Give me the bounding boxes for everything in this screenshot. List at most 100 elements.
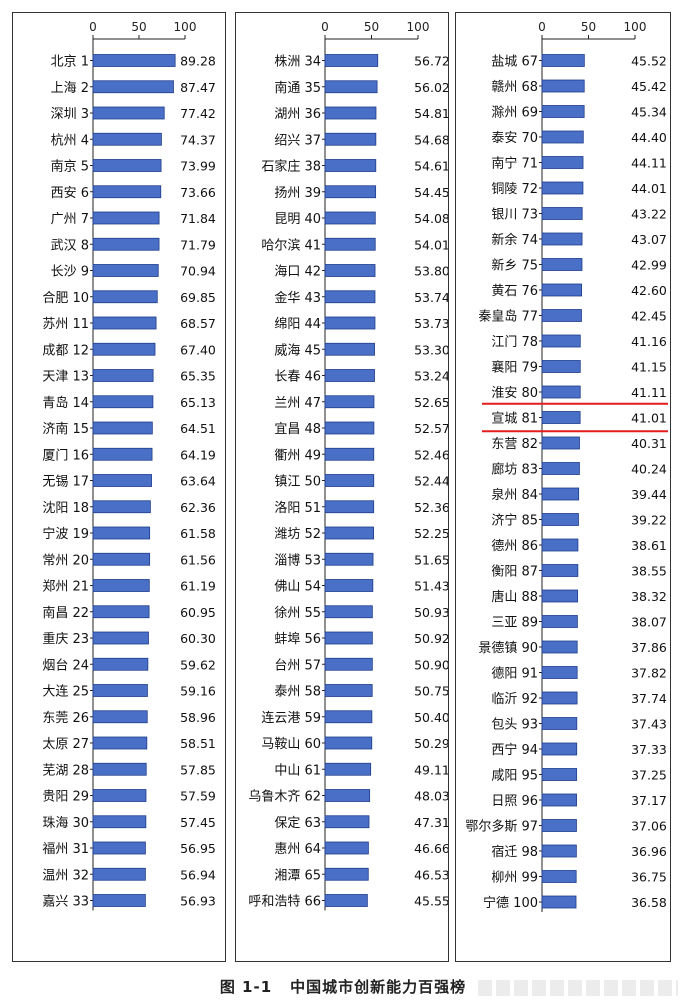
bar: [324, 605, 373, 619]
value-label: 56.94: [180, 867, 216, 882]
bar: [324, 369, 375, 382]
bar: [92, 132, 162, 146]
value-label: 51.43: [414, 579, 448, 594]
value-label: 53.74: [414, 290, 448, 305]
bar: [92, 736, 148, 750]
category-label: 重庆 23: [42, 631, 89, 647]
category-label: 石家庄 38: [261, 159, 321, 175]
category-label: 沈阳 18: [42, 501, 89, 516]
value-label: 59.62: [180, 657, 216, 672]
bar: [541, 615, 578, 628]
x-tick-label: 50: [364, 20, 379, 34]
category-label: 嘉兴 33: [42, 895, 89, 910]
bar: [541, 513, 579, 526]
value-label: 45.42: [631, 79, 667, 94]
bar: [541, 487, 580, 501]
bar: [92, 447, 153, 461]
category-label: 大连 25: [42, 684, 89, 700]
category-label: 成都 12: [42, 343, 89, 358]
bar: [541, 411, 581, 424]
value-label: 50.92: [414, 631, 448, 646]
category-label: 南宁 71: [491, 156, 538, 172]
category-label: 烟台 24: [42, 658, 89, 673]
bar: [324, 526, 374, 540]
x-tick-label: 0: [89, 20, 97, 34]
value-label: 46.53: [414, 867, 448, 882]
value-label: 53.80: [414, 264, 448, 279]
category-label: 襄阳 79: [491, 360, 538, 376]
category-label: 济宁 85: [491, 513, 538, 529]
category-label: 杭州 4: [51, 133, 89, 148]
chart-panel-1: 0 50 100 北京 1 89.28 上海 2 87.47 深圳 3 77.42 杭州 4 74.…: [42, 20, 216, 911]
category-label: 唐山 88: [491, 589, 538, 605]
bar: [92, 474, 152, 487]
value-label: 73.99: [180, 159, 216, 174]
value-label: 54.45: [414, 185, 448, 200]
category-label: 宣城 81: [491, 411, 538, 427]
watermark: [478, 980, 678, 996]
bar: [92, 237, 160, 251]
bar: [541, 105, 585, 118]
category-label: 广州 7: [51, 212, 89, 227]
value-label: 59.16: [180, 684, 216, 699]
value-label: 71.79: [180, 237, 216, 252]
value-label: 63.64: [180, 474, 216, 489]
value-label: 50.75: [414, 684, 448, 699]
value-label: 37.43: [631, 717, 667, 732]
category-label: 济南 15: [42, 421, 89, 437]
category-label: 宿迁 98: [491, 844, 538, 860]
category-label: 廊坊 83: [491, 462, 538, 478]
value-label: 52.65: [414, 395, 448, 410]
bar: [324, 80, 378, 94]
bar: [324, 579, 374, 592]
bar: [541, 768, 578, 781]
category-label: 南京 5: [51, 159, 89, 175]
bar: [324, 789, 371, 802]
value-label: 57.59: [180, 789, 216, 804]
value-label: 41.15: [631, 360, 667, 375]
x-tick-label: 100: [624, 20, 647, 34]
value-label: 51.65: [414, 552, 448, 567]
panel-2: 0 50 100 株洲 34 56.72 南通 35 56.02 湖州 36 54.81 绍兴 3…: [235, 12, 449, 962]
category-label: 咸阳 95: [491, 769, 538, 784]
bar: [92, 762, 147, 776]
bar: [92, 369, 154, 382]
bar: [541, 130, 584, 144]
category-label: 长沙 9: [51, 265, 89, 280]
value-label: 52.36: [414, 500, 448, 515]
bar: [541, 232, 583, 246]
category-label: 苏州 11: [42, 316, 89, 332]
value-label: 52.25: [414, 526, 448, 541]
value-label: 43.22: [631, 207, 667, 222]
value-label: 52.44: [414, 474, 448, 489]
bar: [324, 684, 373, 697]
value-label: 39.22: [631, 513, 667, 528]
bar: [541, 462, 580, 475]
category-label: 芜湖 28: [42, 763, 89, 778]
bar: [324, 290, 376, 304]
category-label: 滁州 69: [491, 105, 538, 121]
category-label: 惠州 64: [274, 842, 321, 857]
category-label: 海口 42: [274, 265, 321, 280]
bar: [324, 815, 370, 829]
category-label: 青岛 14: [42, 395, 89, 411]
panel-3: 0 50 100 盐城 67 45.52 赣州 68 45.42 滁州 69 45.34 泰安 7…: [455, 12, 671, 962]
bar: [541, 538, 579, 552]
category-label: 长春 46: [274, 370, 321, 385]
value-label: 44.11: [631, 156, 667, 171]
bar: [92, 342, 156, 356]
category-label: 湖州 36: [274, 107, 321, 122]
bar: [324, 185, 377, 199]
bar: [324, 867, 369, 881]
value-label: 41.11: [631, 385, 667, 400]
value-label: 43.07: [631, 232, 667, 247]
category-label: 哈尔滨 41: [261, 237, 321, 253]
category-label: 东莞 26: [42, 711, 89, 726]
value-label: 65.13: [180, 395, 216, 410]
value-label: 62.36: [180, 500, 216, 515]
category-label: 太原 27: [42, 737, 89, 752]
bar: [541, 207, 583, 220]
bar: [541, 156, 584, 169]
value-label: 46.66: [414, 841, 448, 856]
value-label: 57.85: [180, 762, 216, 777]
